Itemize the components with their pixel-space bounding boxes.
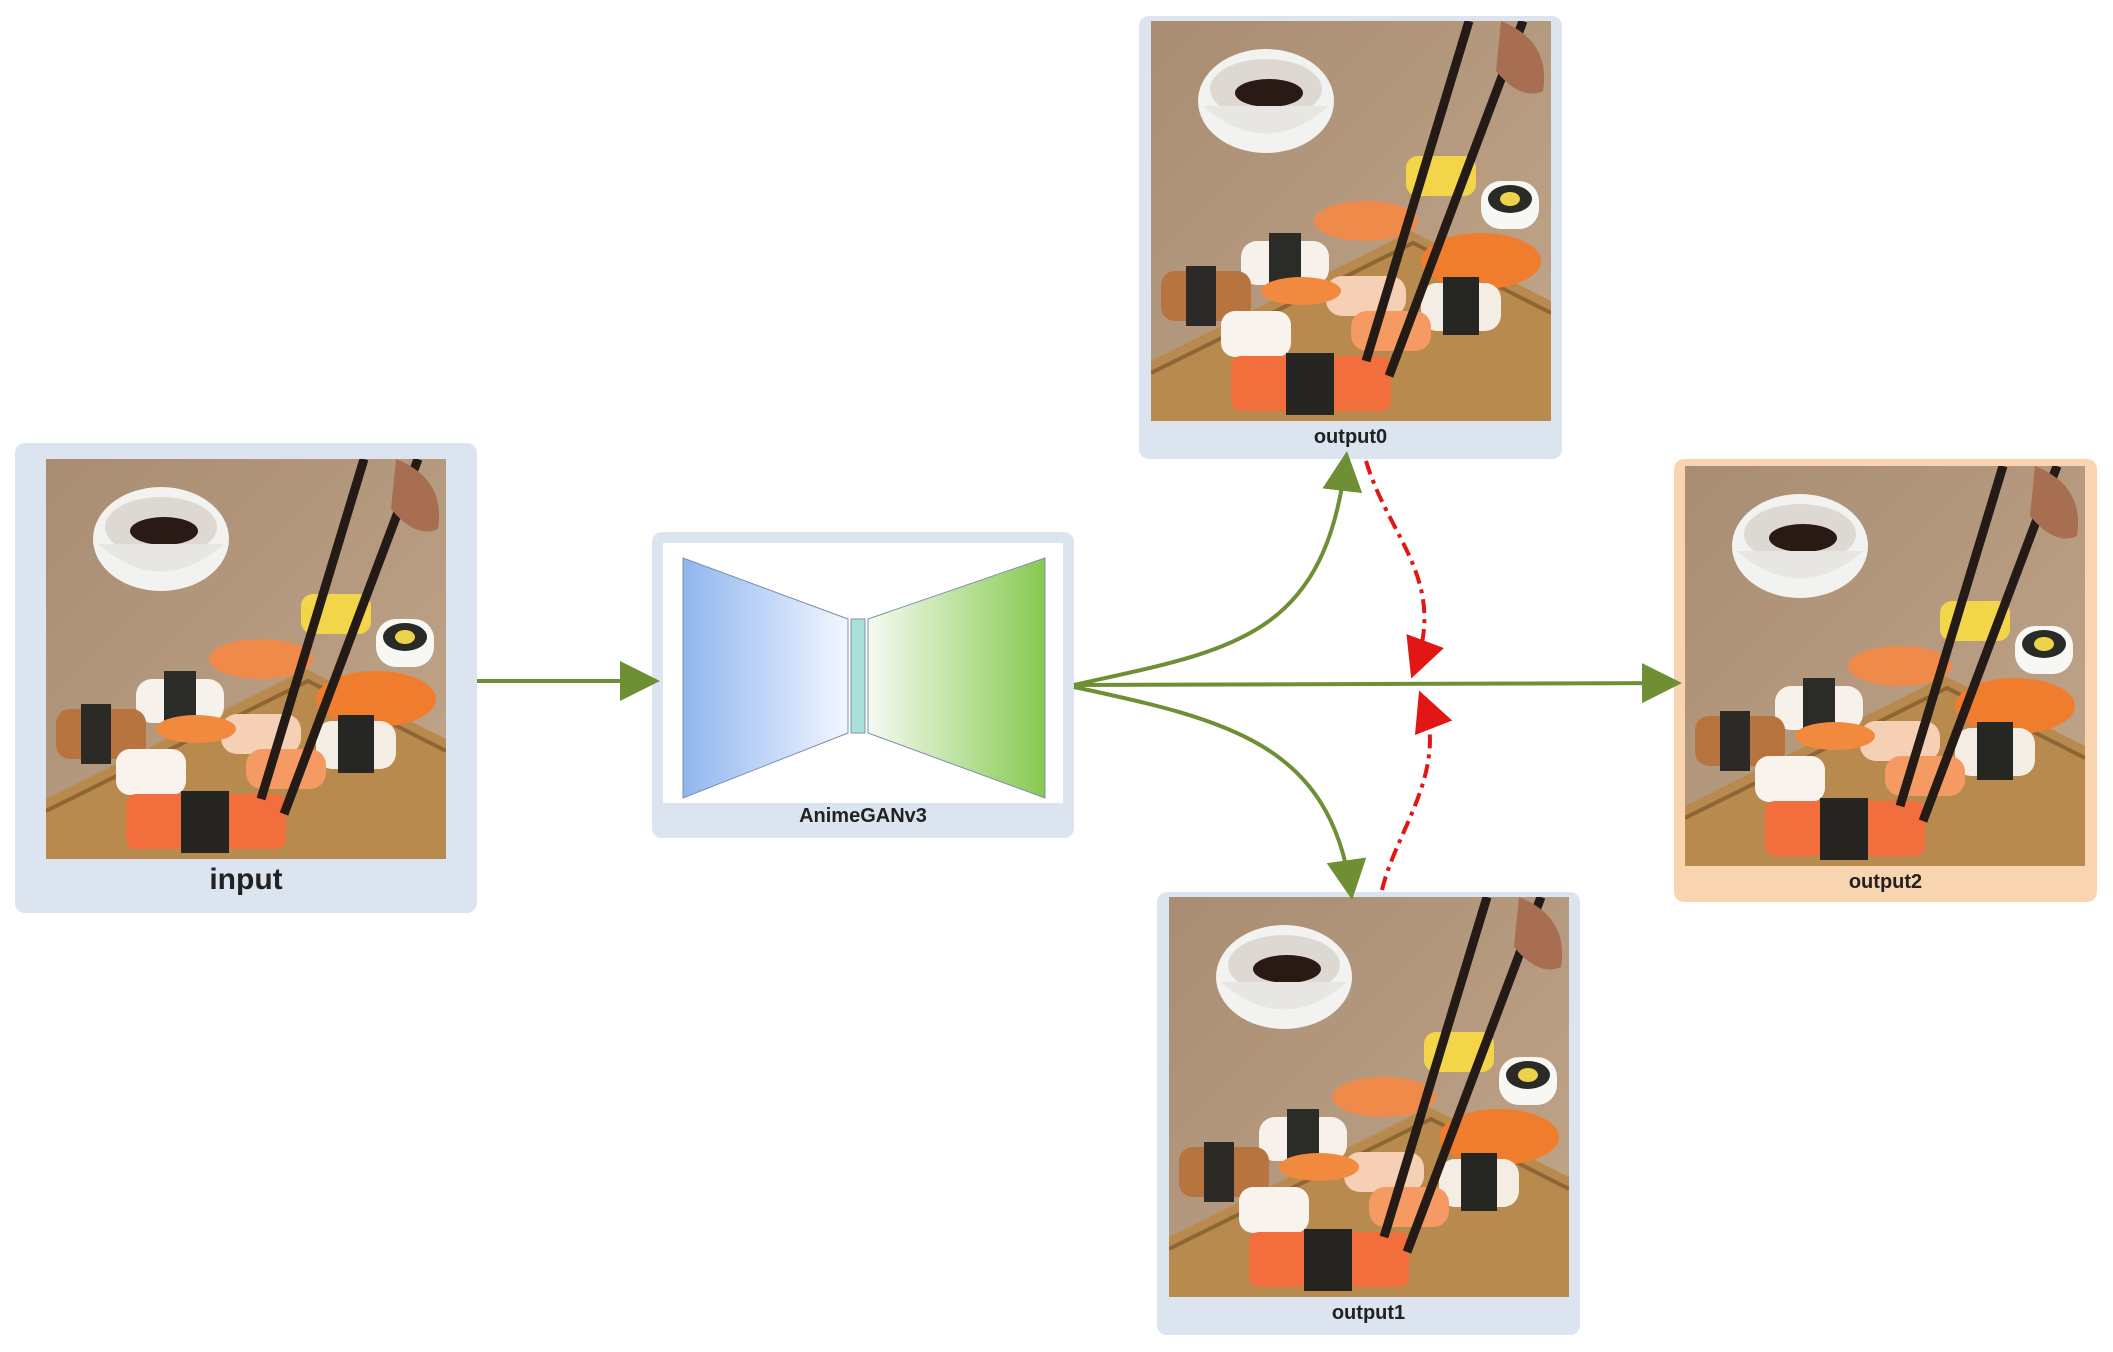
decoder-shape bbox=[867, 557, 1046, 799]
output0-sushi-image bbox=[1151, 21, 1551, 421]
model-to-output1-arrow bbox=[1073, 685, 1367, 900]
output1-card: output1 bbox=[1157, 892, 1580, 1335]
output2-label: output2 bbox=[1848, 871, 1923, 893]
input-sushi-photo bbox=[46, 459, 446, 859]
model-canvas bbox=[663, 543, 1063, 803]
output1-feedback-arrow bbox=[1380, 690, 1453, 891]
bottleneck-shape bbox=[850, 618, 866, 734]
input-label: input bbox=[209, 863, 283, 896]
encoder-decoder-diagram bbox=[682, 557, 1046, 799]
encoder-shape bbox=[682, 557, 849, 799]
model-to-output2-arrow bbox=[1073, 663, 1682, 704]
output0-feedback-arrow bbox=[1364, 460, 1444, 679]
output0-label: output0 bbox=[1313, 426, 1388, 448]
model-label: AnimeGANv3 bbox=[799, 805, 927, 827]
model-to-output0-arrow bbox=[1073, 451, 1363, 687]
output1-sushi-image bbox=[1169, 897, 1569, 1297]
model-card: AnimeGANv3 bbox=[652, 532, 1074, 838]
output2-sushi-image bbox=[1685, 466, 2085, 866]
output0-card: output0 bbox=[1139, 16, 1562, 459]
input-card: input bbox=[15, 443, 477, 913]
output2-card: output2 bbox=[1674, 459, 2097, 902]
output1-label: output1 bbox=[1331, 1302, 1406, 1324]
